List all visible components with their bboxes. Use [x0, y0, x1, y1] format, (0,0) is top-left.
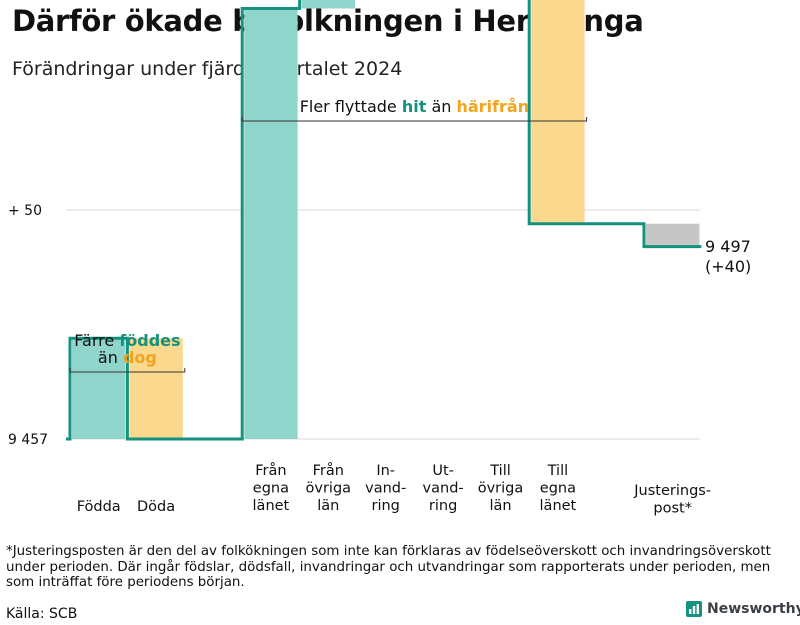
x-category-label: Döda — [137, 499, 175, 515]
bar-decrease — [531, 0, 585, 224]
annotation-natural-bracket — [69, 368, 186, 373]
x-category-label: Födda — [77, 499, 121, 515]
y-tick-label: 9 457 — [8, 432, 48, 448]
x-category-label: övriga — [478, 481, 524, 497]
annotation-natural-line1: Färre föddes — [74, 331, 180, 350]
x-category-label: län — [489, 498, 511, 514]
end-value-label: 9 497 — [705, 237, 751, 256]
x-category-label: länet — [540, 498, 577, 514]
labels: 9 457+ 50+100FöddaDödaFrånegnalänetFrånö… — [8, 203, 751, 517]
bars — [72, 0, 700, 439]
annotation-migration-bracket — [241, 117, 588, 122]
brand[interactable]: Newsworthy — [686, 601, 800, 617]
x-category-label: Till — [489, 463, 511, 479]
x-category-label: egna — [253, 481, 289, 497]
cumulative-line — [66, 0, 702, 441]
annotation-natural-line2: än dog — [98, 348, 157, 367]
x-category-label: ring — [429, 498, 457, 514]
x-category-label: Från — [255, 462, 286, 479]
bar-increase — [72, 338, 126, 439]
x-category-label: övriga — [306, 481, 352, 497]
x-category-label: ring — [372, 498, 400, 514]
x-category-label: Från — [313, 462, 344, 479]
x-category-label: vand- — [365, 481, 406, 497]
bar-increase — [301, 0, 355, 9]
footnote: *Justeringsposten är den del av folkökni… — [6, 544, 771, 590]
brand-name: Newsworthy — [707, 601, 800, 617]
x-category-label: Ut- — [432, 463, 454, 479]
x-category-label: vand- — [423, 481, 464, 497]
bar-increase — [244, 8, 298, 439]
x-category-label: Justerings- — [633, 483, 711, 499]
x-category-label: In- — [376, 463, 395, 479]
y-tick-label: + 50 — [8, 203, 42, 219]
x-category-label: Till — [547, 463, 569, 479]
newsworthy-logo-icon — [686, 601, 702, 617]
annotation-migration: Fler flyttade hit än härifrån — [300, 97, 529, 116]
x-category-label: länet — [253, 498, 290, 514]
cumulative-line-layer — [66, 0, 702, 441]
source-label: Källa: SCB — [6, 606, 78, 622]
waterfall-chart: 9 457+ 50+100FöddaDödaFrånegnalänetFrånö… — [8, 0, 751, 517]
bar-decrease — [129, 338, 183, 439]
x-category-label: län — [317, 498, 339, 514]
bar-adjustment — [646, 223, 700, 247]
x-category-label: post* — [653, 501, 692, 517]
chart-subtitle: Förändringar under fjärde kvartalet 2024 — [12, 58, 403, 80]
x-category-label: egna — [540, 481, 576, 497]
end-change-label: (+40) — [705, 257, 751, 276]
